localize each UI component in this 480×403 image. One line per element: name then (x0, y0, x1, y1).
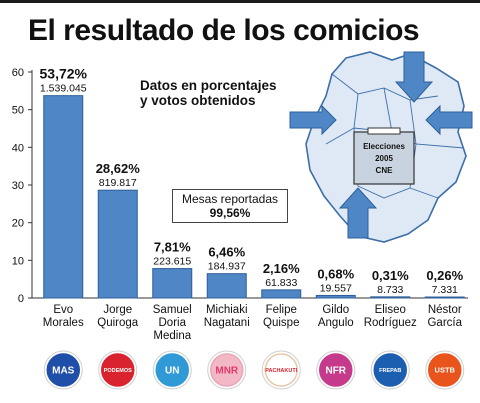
map-label-2: 2005 (375, 154, 393, 163)
votes-label: 223.615 (153, 256, 191, 268)
mas-logo-icon (46, 353, 80, 387)
percent-label: 0,31% (372, 268, 409, 283)
page-title: El resultado de los comicios (28, 14, 420, 47)
percent-label: 0,68% (317, 266, 354, 281)
arrow-icon (425, 104, 473, 136)
votes-label: 7.331 (432, 284, 458, 296)
mnr-hand-icon (210, 353, 244, 387)
votes-label: 8.733 (377, 284, 403, 296)
bar (152, 268, 193, 299)
bar (370, 296, 411, 299)
caption-line-1: Datos en porcentajes (140, 78, 277, 93)
bar (43, 95, 84, 299)
candidate-name: Evo (53, 304, 73, 316)
party-logo-text: MNR (215, 365, 239, 376)
candidate-name: Felipe (266, 304, 297, 316)
candidate-name: Néstor (428, 304, 462, 316)
percent-label: 6,46% (208, 245, 245, 260)
candidate-name: Angulo (318, 317, 354, 329)
bar (206, 273, 247, 299)
candidate-name: Gildo (322, 304, 349, 316)
frepab-logo-icon (373, 353, 407, 387)
pachakuti-sun-icon (264, 353, 298, 387)
mesas-label: Mesas reportadas (181, 192, 279, 206)
arrow-icon (289, 104, 337, 136)
votes-label: 19.557 (320, 282, 352, 294)
candidate-name: Samuel (153, 304, 192, 316)
percent-label: 7,81% (154, 240, 191, 255)
candidate-name: García (427, 317, 462, 329)
candidate-name: Quispe (263, 317, 299, 329)
party-logo-text: PODEMOS (104, 368, 132, 374)
candidate-name: Quiroga (97, 317, 139, 329)
map-label-1: Elecciones (363, 142, 405, 151)
y-tick-label: 40 (12, 142, 24, 154)
candidate-name: Eliseo (375, 304, 406, 316)
party-logo-text: NFR (325, 365, 346, 376)
bar (261, 289, 302, 299)
un-logo-icon (155, 353, 189, 387)
y-tick-label: 30 (12, 180, 24, 192)
y-tick-label: 0 (18, 293, 24, 305)
podemos-star-icon (101, 353, 135, 387)
y-tick-label: 60 (12, 67, 24, 79)
ballot-slot (367, 127, 401, 135)
party-logo-text: FREPAB (379, 368, 401, 374)
percent-label: 28,62% (96, 161, 141, 176)
nfr-logo-icon (319, 353, 353, 387)
candidate-name: Morales (43, 317, 84, 329)
votes-label: 61.833 (265, 277, 297, 289)
party-logo-text: USTB (435, 366, 456, 375)
party-logo-text: MAS (52, 365, 75, 376)
percent-label: 2,16% (263, 261, 300, 276)
candidate-name: Doria (159, 317, 187, 329)
bar (315, 294, 356, 299)
arrow-icon (338, 187, 378, 239)
candidate-name: Rodríguez (364, 317, 417, 329)
chart-caption: Datos en porcentajes y votos obtenidos (140, 78, 360, 108)
ustb-logo-icon (428, 353, 462, 387)
percent-label: 53,72% (40, 66, 88, 82)
party-logo-text: PACHAKUTI (265, 368, 297, 374)
top-rule (0, 0, 480, 3)
bar (424, 296, 465, 299)
department-border (325, 73, 465, 199)
map-svg: Elecciones 2005 CNE (289, 51, 473, 243)
percent-label: 0,26% (426, 268, 463, 283)
y-tick-label: 50 (12, 105, 24, 117)
arrow-icon (394, 51, 434, 103)
caption-line-2: y votos obtenidos (140, 93, 256, 108)
votes-label: 1.539.045 (40, 83, 87, 95)
map-label-3: CNE (376, 166, 394, 175)
candidate-name: Michiaki (206, 304, 248, 316)
candidate-name: Nagatani (204, 317, 250, 329)
candidate-name: Jorge (103, 304, 132, 316)
y-tick-label: 20 (12, 218, 24, 230)
mesas-value: 99,56% (209, 206, 251, 220)
bar (97, 189, 138, 299)
ballot-box-icon (353, 131, 415, 185)
votes-label: 819.817 (99, 177, 137, 189)
votes-label: 184.937 (208, 261, 246, 273)
y-tick-label: 10 (12, 255, 24, 267)
mesas-reportadas-box: Mesas reportadas 99,56% (172, 189, 288, 223)
party-logo-text: UN (165, 365, 179, 376)
bolivia-map-illustration: Elecciones 2005 CNE (288, 48, 474, 253)
candidate-name: Medina (153, 330, 191, 342)
